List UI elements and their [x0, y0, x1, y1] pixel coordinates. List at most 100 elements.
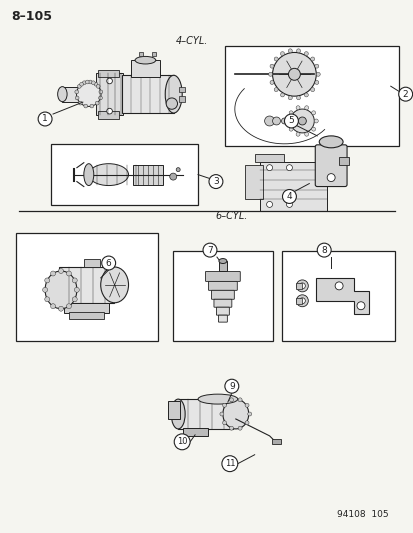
- Circle shape: [272, 52, 316, 96]
- Ellipse shape: [222, 399, 248, 429]
- Circle shape: [304, 93, 308, 97]
- Circle shape: [66, 304, 71, 309]
- Circle shape: [98, 96, 102, 100]
- Circle shape: [66, 271, 71, 276]
- FancyBboxPatch shape: [208, 281, 237, 290]
- Circle shape: [296, 295, 308, 306]
- Bar: [59, 267, 113, 303]
- Ellipse shape: [100, 267, 128, 303]
- Circle shape: [80, 83, 83, 86]
- Bar: [183, 428, 207, 436]
- Circle shape: [247, 412, 251, 416]
- FancyBboxPatch shape: [315, 145, 346, 187]
- Circle shape: [45, 297, 50, 302]
- Bar: [218, 261, 226, 271]
- FancyBboxPatch shape: [218, 315, 227, 322]
- Bar: [282, 251, 394, 341]
- Circle shape: [209, 175, 222, 189]
- Circle shape: [224, 379, 238, 393]
- Ellipse shape: [165, 75, 182, 113]
- Circle shape: [229, 398, 233, 402]
- Circle shape: [58, 269, 63, 273]
- Circle shape: [269, 80, 273, 84]
- Circle shape: [102, 256, 115, 270]
- Ellipse shape: [45, 271, 77, 309]
- Bar: [173, 251, 272, 341]
- Bar: [168, 401, 180, 419]
- Circle shape: [286, 165, 292, 171]
- Circle shape: [304, 52, 308, 55]
- Text: 10: 10: [176, 437, 187, 446]
- Circle shape: [288, 68, 300, 80]
- Circle shape: [282, 190, 296, 204]
- Circle shape: [50, 304, 55, 309]
- FancyBboxPatch shape: [211, 290, 234, 299]
- Circle shape: [219, 412, 223, 416]
- Circle shape: [221, 456, 237, 472]
- Text: 6: 6: [106, 259, 111, 268]
- Circle shape: [272, 117, 280, 125]
- Ellipse shape: [83, 164, 93, 185]
- Bar: [133, 165, 163, 184]
- Bar: [224, 46, 398, 146]
- Circle shape: [304, 132, 308, 136]
- Ellipse shape: [88, 164, 128, 185]
- Circle shape: [85, 80, 89, 84]
- Circle shape: [264, 116, 274, 126]
- Text: 8: 8: [320, 246, 326, 255]
- Circle shape: [316, 243, 330, 257]
- Circle shape: [398, 87, 412, 101]
- Text: 5: 5: [288, 117, 294, 125]
- Bar: [254, 154, 284, 161]
- Bar: [138, 52, 142, 56]
- Bar: [296, 298, 301, 304]
- Bar: [179, 96, 185, 102]
- Circle shape: [58, 306, 63, 311]
- Bar: [179, 87, 185, 92]
- Bar: [98, 111, 119, 119]
- Circle shape: [313, 119, 318, 123]
- Circle shape: [296, 96, 300, 100]
- Bar: [244, 165, 262, 199]
- Circle shape: [72, 278, 77, 283]
- Circle shape: [202, 243, 216, 257]
- Circle shape: [75, 96, 79, 100]
- Bar: [69, 312, 103, 319]
- Circle shape: [88, 80, 92, 84]
- Circle shape: [266, 201, 272, 207]
- Circle shape: [99, 90, 102, 94]
- Polygon shape: [316, 278, 368, 314]
- Ellipse shape: [135, 56, 155, 64]
- Circle shape: [43, 287, 47, 292]
- Text: 4–CYL.: 4–CYL.: [176, 36, 208, 45]
- Bar: [338, 157, 348, 165]
- Circle shape: [90, 104, 93, 108]
- Bar: [96, 74, 123, 115]
- Circle shape: [82, 81, 86, 85]
- Ellipse shape: [166, 98, 177, 109]
- Circle shape: [269, 64, 273, 68]
- Circle shape: [296, 49, 300, 53]
- Circle shape: [176, 168, 180, 172]
- Circle shape: [74, 287, 79, 292]
- Circle shape: [266, 165, 272, 171]
- Text: 1: 1: [42, 115, 48, 124]
- Circle shape: [295, 132, 299, 136]
- Circle shape: [288, 111, 292, 115]
- Ellipse shape: [57, 87, 67, 102]
- Circle shape: [91, 81, 95, 85]
- Circle shape: [107, 108, 112, 114]
- Circle shape: [222, 421, 226, 425]
- Bar: [259, 161, 326, 212]
- Circle shape: [280, 93, 284, 97]
- Circle shape: [286, 201, 292, 207]
- Circle shape: [84, 104, 88, 108]
- Text: 4: 4: [286, 192, 292, 201]
- Circle shape: [45, 278, 50, 283]
- Circle shape: [299, 298, 305, 304]
- Circle shape: [268, 72, 272, 76]
- Circle shape: [286, 119, 290, 123]
- Circle shape: [299, 283, 305, 289]
- Circle shape: [169, 173, 176, 180]
- Circle shape: [284, 114, 298, 128]
